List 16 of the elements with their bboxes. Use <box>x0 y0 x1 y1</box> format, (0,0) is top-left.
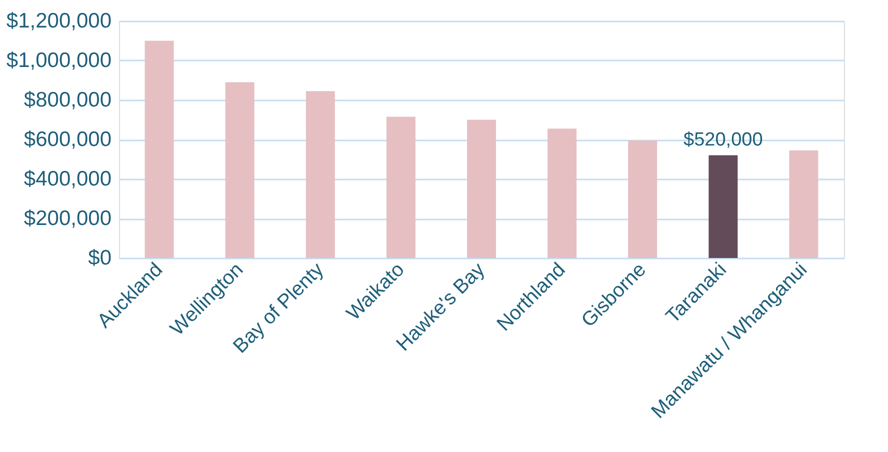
y-tick-label: $800,000 <box>24 88 112 112</box>
bar <box>708 155 738 258</box>
y-tick-label: $400,000 <box>24 168 112 190</box>
y-tick-label: $1,000,000 <box>6 49 112 72</box>
bar <box>225 82 254 258</box>
bar <box>306 91 335 258</box>
y-tick-label: $200,000 <box>24 207 112 230</box>
bar <box>789 150 818 258</box>
bar <box>386 116 416 258</box>
bar <box>467 120 496 258</box>
bar <box>144 40 174 258</box>
y-tick-label: $600,000 <box>24 128 112 151</box>
bar <box>628 140 658 258</box>
y-tick-label: $1,200,000 <box>6 10 112 32</box>
bar <box>548 128 577 258</box>
data-label: $520,000 <box>684 129 763 150</box>
